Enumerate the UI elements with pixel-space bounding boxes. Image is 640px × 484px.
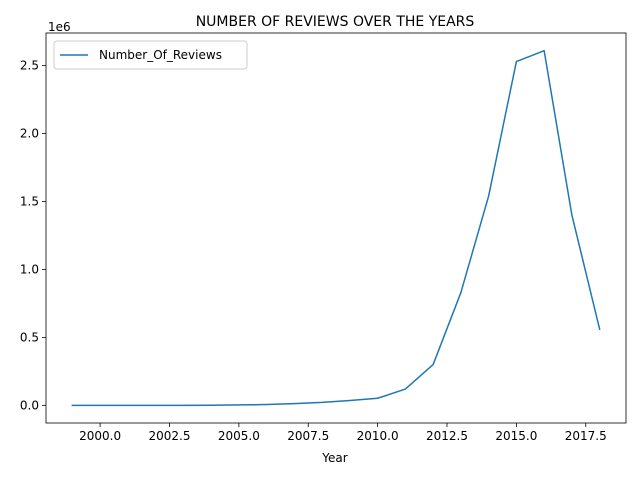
x-tick-label: 2010.0 [357,429,399,443]
y-axis-scale-label: 1e6 [48,20,71,34]
plot-area: 2000.0 2002.5 2005.0 2007.5 2010.0 2012.5 2015… [20,32,627,443]
x-tick-label: 2000.0 [79,429,121,443]
legend-label: Number_Of_Reviews [99,48,222,62]
y-tick-label: 0.5 [20,330,39,344]
y-tick-label: 2.5 [20,59,39,73]
axes-frame [45,32,627,424]
chart-legend: Number_Of_Reviews [53,40,248,70]
x-tick-label: 2002.5 [148,429,190,443]
series-line-0 [71,49,601,407]
legend-box [53,40,248,70]
y-tick-label: 1.0 [20,262,39,276]
y-tick-label: 0.0 [20,398,39,412]
x-tick-label: 2017.5 [565,429,607,443]
x-tick-label: 2012.5 [426,429,468,443]
chart-title: NUMBER OF REVIEWS OVER THE YEARS [196,14,475,30]
x-tick-label: 2005.0 [218,429,260,443]
x-tick-label: 2007.5 [287,429,329,443]
x-tick-label: 2015.0 [495,429,537,443]
x-axis-label: Year [321,451,347,465]
y-tick-label: 1.5 [20,195,39,209]
y-tick-label: 2.0 [20,127,39,141]
